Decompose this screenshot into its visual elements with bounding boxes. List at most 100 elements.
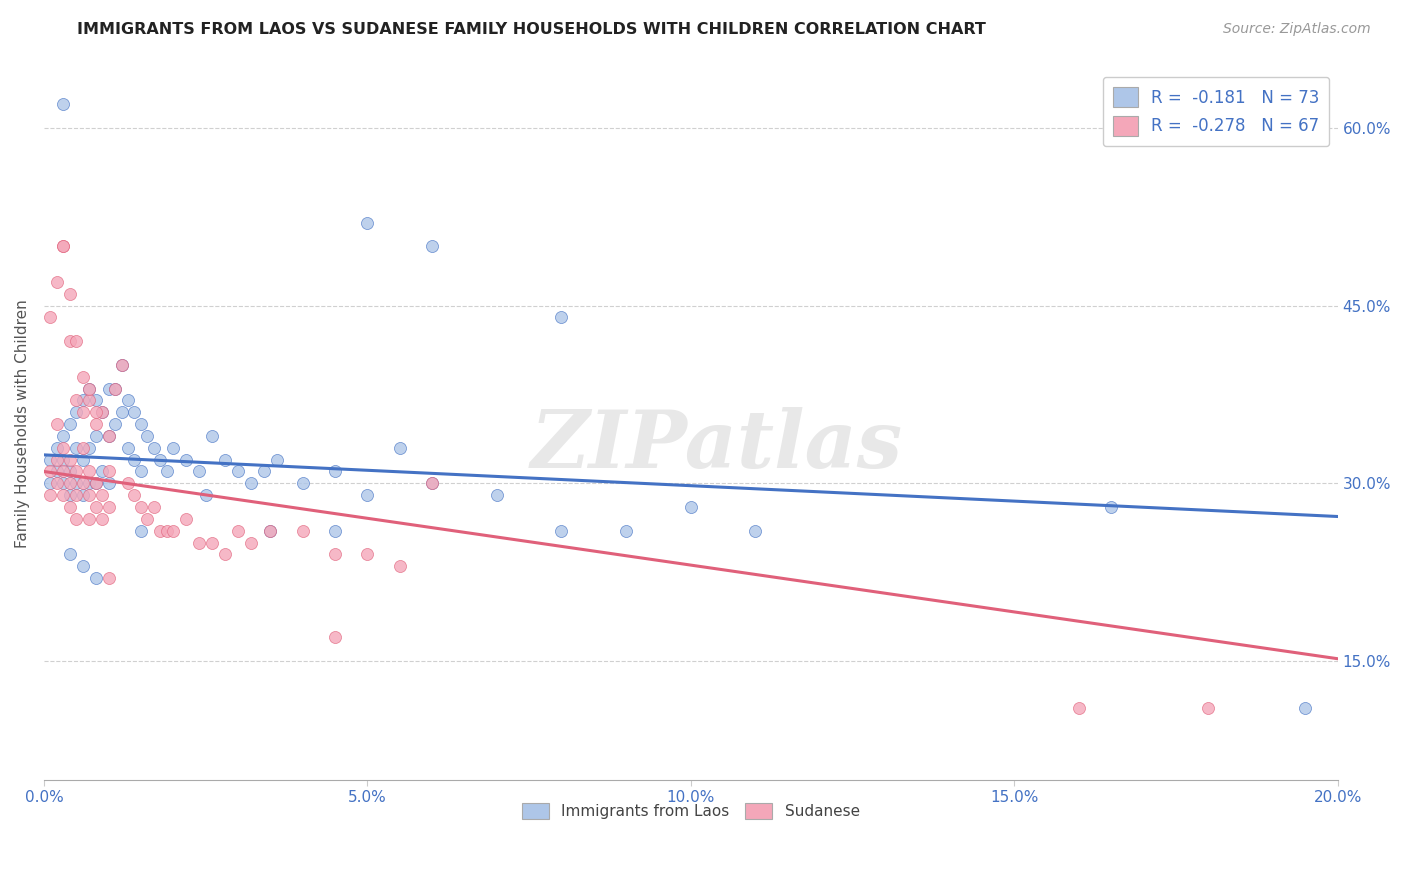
Point [45,417,67,431]
Point [266,452,288,467]
Point [91,405,114,419]
Text: Source: ZipAtlas.com: Source: ZipAtlas.com [1223,22,1371,37]
Point [356,216,378,230]
Point [45,441,67,455]
Point [97,500,120,514]
Point [323,631,346,645]
Point [136,512,159,526]
Point [52,429,75,443]
Point [356,488,378,502]
Point [388,559,411,574]
Point [59,488,82,502]
Point [162,441,184,455]
Point [77,512,100,526]
Point [142,500,165,514]
Point [110,405,132,419]
Text: ZIPatlas: ZIPatlas [530,407,903,484]
Point [124,488,146,502]
Point [65,393,87,408]
Point [291,524,314,538]
Point [226,465,249,479]
Point [110,358,132,372]
Point [253,465,276,479]
Point [65,334,87,348]
Point [59,334,82,348]
Point [84,393,107,408]
Point [156,524,179,538]
Point [72,476,94,491]
Point [188,535,211,549]
Point [550,310,572,325]
Point [291,476,314,491]
Point [45,476,67,491]
Point [39,488,62,502]
Point [84,571,107,585]
Point [72,559,94,574]
Point [614,524,637,538]
Point [77,382,100,396]
Point [214,548,236,562]
Point [59,476,82,491]
Point [1099,500,1122,514]
Point [59,465,82,479]
Point [77,465,100,479]
Point [52,476,75,491]
Point [1197,701,1219,715]
Point [129,417,152,431]
Point [97,476,120,491]
Point [91,488,114,502]
Point [39,310,62,325]
Point [129,524,152,538]
Point [259,524,281,538]
Point [104,417,127,431]
Point [65,405,87,419]
Point [59,548,82,562]
Point [84,429,107,443]
Point [52,441,75,455]
Point [52,465,75,479]
Point [323,524,346,538]
Point [420,476,443,491]
Point [97,571,120,585]
Point [356,548,378,562]
Point [77,382,100,396]
Point [77,488,100,502]
Point [45,465,67,479]
Point [214,452,236,467]
Point [117,393,139,408]
Point [149,524,172,538]
Point [174,512,197,526]
Point [59,452,82,467]
Point [104,382,127,396]
Text: IMMIGRANTS FROM LAOS VS SUDANESE FAMILY HOUSEHOLDS WITH CHILDREN CORRELATION CHA: IMMIGRANTS FROM LAOS VS SUDANESE FAMILY … [77,22,986,37]
Point [84,405,107,419]
Point [45,275,67,289]
Point [59,286,82,301]
Point [52,488,75,502]
Point [84,476,107,491]
Point [201,429,224,443]
Point [323,548,346,562]
Point [39,476,62,491]
Point [91,405,114,419]
Point [65,441,87,455]
Point [117,441,139,455]
Point [77,441,100,455]
Point [39,452,62,467]
Point [72,393,94,408]
Point [124,405,146,419]
Point [72,452,94,467]
Point [142,441,165,455]
Point [162,524,184,538]
Point [239,535,262,549]
Point [65,488,87,502]
Point [65,512,87,526]
Point [52,239,75,253]
Point [194,488,217,502]
Point [388,441,411,455]
Point [1294,701,1316,715]
Point [136,429,159,443]
Point [149,452,172,467]
Point [104,382,127,396]
Point [52,97,75,112]
